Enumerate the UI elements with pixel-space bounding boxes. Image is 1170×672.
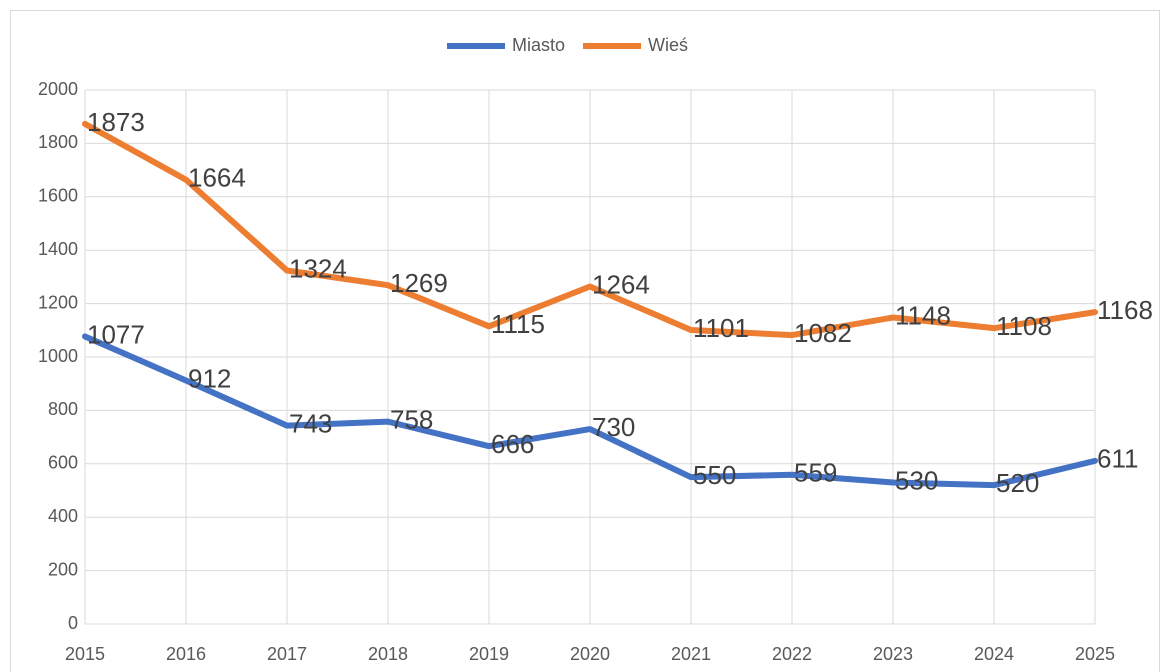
data-label: 550 [693, 460, 736, 490]
series-line [82, 333, 1098, 489]
chart-border [10, 10, 1160, 672]
data-label: 1148 [895, 300, 951, 330]
y-tick-label: 2000 [38, 79, 78, 99]
y-tick-label: 800 [48, 399, 78, 419]
x-tick-label: 2016 [166, 644, 206, 664]
data-label: 1324 [289, 253, 347, 283]
data-label: 743 [289, 408, 332, 438]
data-label: 611 [1097, 444, 1138, 474]
y-tick-label: 1400 [38, 239, 78, 259]
x-tick-label: 2017 [267, 644, 307, 664]
data-label: 1108 [996, 311, 1052, 341]
data-label: 559 [794, 458, 837, 488]
data-label: 1115 [491, 309, 545, 339]
data-label: 912 [188, 363, 231, 393]
y-tick-label: 1000 [38, 346, 78, 366]
x-tick-label: 2021 [671, 644, 711, 664]
x-tick-label: 2025 [1075, 644, 1115, 664]
legend-label: Miasto [512, 35, 565, 55]
x-tick-label: 2020 [570, 644, 610, 664]
data-label: 520 [996, 468, 1039, 498]
data-label: 730 [592, 412, 635, 442]
y-tick-label: 0 [68, 613, 78, 633]
data-label: 1269 [390, 268, 448, 298]
y-tick-label: 1200 [38, 292, 78, 312]
y-tick-label: 200 [48, 559, 78, 579]
data-label: 666 [491, 429, 534, 459]
x-tick-label: 2019 [469, 644, 509, 664]
data-label: 1168 [1097, 295, 1153, 325]
data-label: 1082 [794, 318, 852, 348]
x-tick-label: 2018 [368, 644, 408, 664]
data-label: 1664 [188, 163, 246, 193]
x-tick-label: 2023 [873, 644, 913, 664]
legend-label: Wieś [648, 35, 688, 55]
y-tick-label: 600 [48, 453, 78, 473]
x-tick-label: 2015 [65, 644, 105, 664]
data-label: 758 [390, 404, 433, 434]
data-label: 1101 [693, 313, 749, 343]
x-tick-label: 2024 [974, 644, 1014, 664]
data-label: 1873 [87, 107, 145, 137]
series-line [82, 120, 1098, 339]
x-tick-label: 2022 [772, 644, 812, 664]
y-tick-label: 1600 [38, 186, 78, 206]
y-tick-label: 400 [48, 506, 78, 526]
data-label: 530 [895, 465, 938, 495]
data-label: 1264 [592, 269, 650, 299]
data-label: 1077 [87, 319, 145, 349]
y-tick-label: 1800 [38, 132, 78, 152]
